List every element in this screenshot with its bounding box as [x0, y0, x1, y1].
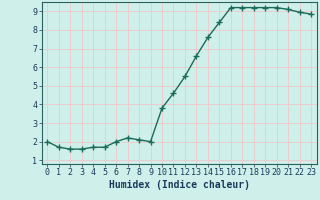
X-axis label: Humidex (Indice chaleur): Humidex (Indice chaleur) — [109, 180, 250, 190]
